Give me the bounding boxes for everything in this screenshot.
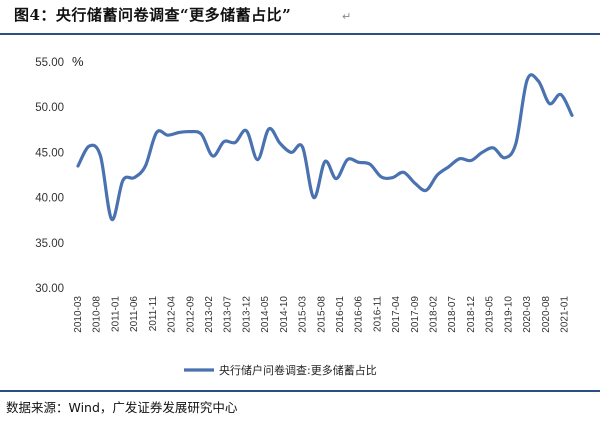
data-point	[166, 134, 170, 137]
data-point	[99, 154, 102, 158]
data-point	[323, 160, 327, 163]
data-point	[357, 161, 360, 164]
x-tick-label: 2014-10	[279, 296, 290, 333]
data-point	[402, 171, 405, 174]
x-axis-ticks: 2010-03 2010-08 2011-01 2011-06 2011-11 2012-…	[73, 296, 571, 333]
data-point	[312, 196, 315, 199]
x-tick-label: 2015-03	[298, 296, 309, 333]
return-mark-icon: ↵	[342, 10, 352, 23]
unit-label: %	[72, 54, 84, 69]
data-point	[379, 175, 383, 179]
data-point	[458, 157, 461, 160]
data-point	[492, 146, 495, 150]
x-tick-label: 2015-08	[316, 296, 327, 333]
data-point	[144, 164, 147, 168]
data-point	[301, 145, 304, 149]
x-tick-label: 2010-03	[73, 296, 84, 333]
data-point	[267, 127, 271, 131]
y-tick-label: 45.00	[35, 147, 64, 159]
x-tick-label: 2017-04	[391, 296, 402, 333]
series-points	[76, 78, 574, 221]
x-tick-label: 2010-08	[92, 296, 103, 333]
data-point	[177, 131, 181, 134]
data-point	[514, 142, 518, 145]
y-tick-label: 40.00	[35, 193, 64, 205]
data-point	[88, 144, 91, 148]
legend-label: 央行储户问卷调查:更多储蓄占比	[219, 363, 377, 377]
x-tick-label: 2018-02	[429, 296, 440, 333]
data-point	[211, 154, 214, 158]
data-point	[121, 179, 125, 182]
data-point	[346, 158, 349, 161]
data-point	[559, 93, 562, 96]
data-point	[233, 141, 237, 144]
x-tick-label: 2019-10	[503, 296, 514, 333]
data-point	[110, 218, 113, 221]
x-tick-label: 2020-08	[541, 296, 552, 333]
x-tick-label: 2013-12	[241, 296, 252, 333]
data-point	[278, 142, 282, 145]
y-axis-ticks: 55.00 50.00 45.00 40.00 35.00 30.00	[35, 57, 64, 295]
data-point	[155, 131, 158, 134]
bottom-rule	[0, 390, 600, 392]
x-tick-label: 2013-02	[204, 296, 215, 333]
data-point	[424, 189, 428, 192]
y-tick-label: 35.00	[35, 238, 64, 250]
x-tick-label: 2014-05	[260, 296, 271, 333]
x-tick-label: 2018-07	[447, 296, 458, 333]
source-note: 数据来源：Wind，广发证券发展研究中心	[6, 400, 238, 415]
x-tick-label: 2011-06	[129, 296, 140, 332]
x-tick-label: 2018-12	[466, 296, 477, 333]
data-point	[368, 162, 372, 166]
data-point	[200, 133, 203, 136]
legend: 央行储户问卷调查:更多储蓄占比	[184, 363, 377, 377]
series-line	[76, 73, 574, 221]
data-point	[132, 176, 136, 179]
data-point	[537, 79, 540, 83]
data-point	[469, 159, 473, 162]
x-tick-label: 2011-01	[110, 296, 121, 332]
data-point	[222, 140, 226, 143]
data-point	[525, 78, 529, 82]
data-point	[256, 158, 259, 161]
x-tick-label: 2012-04	[167, 296, 178, 333]
x-tick-label: 2016-06	[354, 296, 365, 333]
x-tick-label: 2011-11	[148, 296, 159, 332]
data-point	[189, 130, 192, 133]
x-tick-label: 2021-01	[560, 296, 571, 333]
x-tick-label: 2016-01	[335, 296, 346, 333]
data-point	[413, 181, 417, 185]
data-point	[447, 165, 450, 169]
x-tick-label: 2019-05	[485, 296, 496, 333]
data-point	[245, 129, 248, 132]
data-point	[391, 176, 394, 179]
figure-title: 图4：央行储蓄问卷调查“更多储蓄占比”	[14, 6, 292, 24]
y-tick-label: 50.00	[35, 102, 64, 114]
x-tick-label: 2017-09	[410, 296, 421, 333]
data-point	[290, 151, 293, 154]
data-point	[76, 164, 80, 168]
data-point	[335, 177, 338, 180]
x-tick-label: 2012-09	[185, 296, 196, 333]
y-tick-label: 30.00	[35, 283, 64, 295]
data-point	[570, 114, 574, 117]
y-tick-label: 55.00	[35, 57, 64, 69]
top-rule	[0, 33, 600, 35]
x-tick-label: 2020-03	[522, 296, 533, 333]
data-point	[436, 173, 439, 177]
data-point	[480, 151, 484, 154]
x-tick-label: 2016-11	[372, 296, 383, 332]
data-point	[548, 102, 551, 105]
x-tick-label: 2013-07	[223, 296, 234, 333]
data-point	[503, 156, 506, 160]
